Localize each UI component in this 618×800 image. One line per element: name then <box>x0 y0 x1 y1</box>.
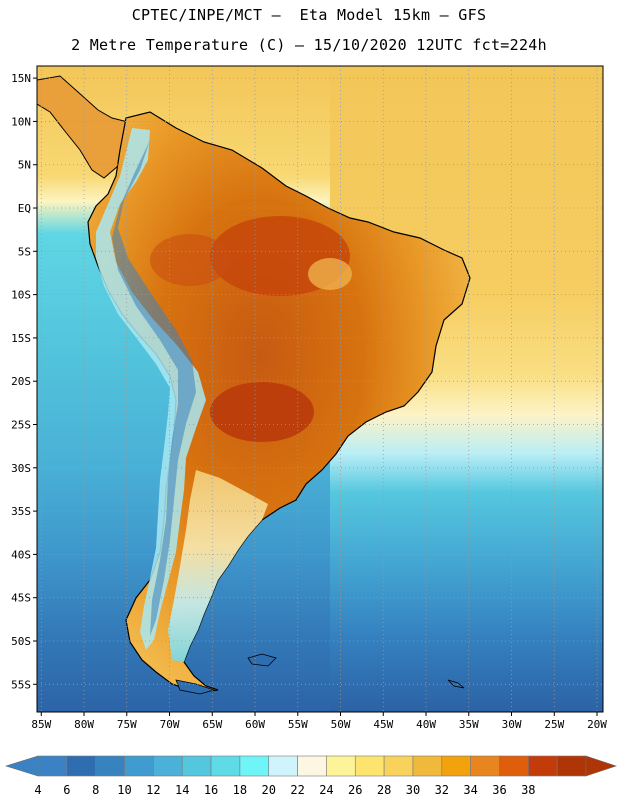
colorbar-label: 10 <box>117 783 131 797</box>
tierra-del-fuego <box>175 679 216 695</box>
south-georgia <box>447 679 465 689</box>
lat-tick-label: 10S <box>11 289 31 302</box>
lat-tick-label: 10N <box>11 115 31 128</box>
lat-tick-label: 20S <box>11 375 31 388</box>
colorbar-label: 6 <box>63 783 70 797</box>
temperature-colorbar: 4 6 8 10 12 14 16 18 20 22 24 26 28 30 32 34 36 38 <box>4 755 617 797</box>
lat-tick-label: 5N <box>18 159 31 172</box>
colorbar-swatch <box>499 755 529 777</box>
lon-tick-label: 25W <box>544 718 564 731</box>
latitude-axis: 15N 10N 5N EQ 5S 10S 15S 20S 25S 30S 35S 40S 45S 50S 5… <box>11 72 37 691</box>
colorbar-label: 18 <box>233 783 247 797</box>
colorbar-low-arrow <box>4 755 39 777</box>
longitude-axis: 85W 80W 75W 70W 65W 60W 55W 50W 45W 40W 35W 30W 25W 2… <box>31 712 607 731</box>
colorbar-labels: 4 6 8 10 12 14 16 18 20 22 24 26 28 30 32 34 36 38 <box>34 783 535 797</box>
lon-tick-label: 40W <box>416 718 436 731</box>
colorbar-label: 30 <box>406 783 420 797</box>
colorbar-swatch <box>383 755 414 777</box>
colorbar-label: 34 <box>463 783 477 797</box>
colorbar-swatches <box>4 755 617 777</box>
map-frame <box>36 65 604 713</box>
lon-tick-label: 50W <box>331 718 351 731</box>
lat-tick-label: 25S <box>11 419 31 432</box>
warm-spot-central-brazil <box>308 258 352 290</box>
colorbar-label: 4 <box>34 783 41 797</box>
colorbar-swatch <box>66 755 96 777</box>
lat-tick-label: 15N <box>11 72 31 85</box>
colorbar-label: 26 <box>348 783 362 797</box>
andes-cold-band <box>96 128 206 650</box>
patagonia-cool-region <box>168 470 268 662</box>
colorbar-swatch <box>556 755 587 777</box>
colorbar-label: 22 <box>290 783 304 797</box>
lat-tick-label: 35S <box>11 505 31 518</box>
lat-tick-label: 40S <box>11 548 31 561</box>
map-title-line-2: 2 Metre Temperature (C) – 15/10/2020 12U… <box>71 36 547 54</box>
lon-tick-label: 80W <box>74 718 94 731</box>
lon-tick-label: 55W <box>288 718 308 731</box>
lat-tick-label: 45S <box>11 592 31 605</box>
colorbar-label: 36 <box>492 783 506 797</box>
lon-tick-label: 75W <box>117 718 137 731</box>
map-title-line-1: CPTEC/INPE/MCT – Eta Model 15km – GFS <box>131 6 487 24</box>
lon-tick-label: 85W <box>31 718 51 731</box>
colorbar-swatch <box>95 755 125 777</box>
lon-tick-label: 30W <box>502 718 522 731</box>
colorbar-label: 12 <box>146 783 160 797</box>
colorbar-swatch <box>297 755 327 777</box>
colorbar-swatch <box>239 755 270 777</box>
colorbar-label: 20 <box>262 783 276 797</box>
temperature-map: 15N 10N 5N EQ 5S 10S 15S 20S 25S 30S 35S 40S 45S 50S 5… <box>11 65 607 731</box>
colorbar-swatch <box>441 755 471 777</box>
colorbar-label: 16 <box>204 783 218 797</box>
lat-tick-label: EQ <box>18 202 31 215</box>
colorbar-swatch <box>528 755 558 777</box>
colorbar-high-arrow <box>585 755 617 777</box>
colorbar-swatch <box>354 755 385 777</box>
lat-tick-label: 30S <box>11 462 31 475</box>
lat-tick-label: 5S <box>18 245 31 258</box>
colorbar-swatch <box>153 755 183 777</box>
colorbar-label: 24 <box>319 783 333 797</box>
colorbar-swatch <box>37 755 68 777</box>
colorbar-swatch <box>181 755 212 777</box>
lat-tick-label: 55S <box>11 678 31 691</box>
hot-core-chaco <box>210 382 314 442</box>
lon-tick-label: 70W <box>160 718 180 731</box>
lon-tick-label: 45W <box>373 718 393 731</box>
colorbar-label: 14 <box>175 783 189 797</box>
lon-tick-label: 20W <box>587 718 607 731</box>
hot-core-west-amazon <box>150 234 230 286</box>
colorbar-swatch <box>268 755 298 777</box>
colorbar-swatch <box>124 755 154 777</box>
colorbar-label: 8 <box>92 783 99 797</box>
lon-tick-label: 60W <box>245 718 265 731</box>
colorbar-swatch <box>470 755 500 777</box>
colorbar-label: 28 <box>377 783 391 797</box>
lat-tick-label: 50S <box>11 635 31 648</box>
colorbar-swatch <box>412 755 443 777</box>
lon-tick-label: 35W <box>459 718 479 731</box>
colorbar-swatch <box>210 755 241 777</box>
colorbar-label: 32 <box>435 783 449 797</box>
lon-tick-label: 65W <box>202 718 222 731</box>
colorbar-label: 38 <box>521 783 535 797</box>
colorbar-swatch <box>326 755 356 777</box>
lat-tick-label: 15S <box>11 332 31 345</box>
andes-peak-band <box>112 140 196 636</box>
